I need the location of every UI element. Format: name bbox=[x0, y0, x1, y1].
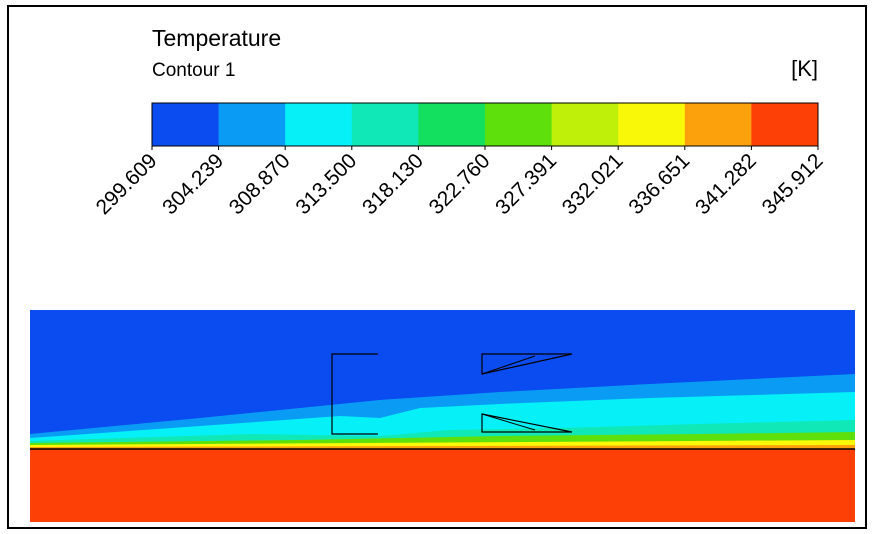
legend-unit: [K] bbox=[791, 56, 818, 81]
legend-title: Temperature bbox=[152, 25, 281, 51]
colorbar-segment bbox=[751, 103, 819, 146]
colorbar-segment bbox=[418, 103, 486, 146]
colorbar-segment bbox=[618, 103, 686, 146]
colorbar-segment bbox=[551, 103, 619, 146]
field-hot bbox=[30, 449, 855, 522]
legend-subtitle: Contour 1 bbox=[152, 60, 235, 81]
geometry bbox=[481, 413, 573, 433]
colorbar-segment bbox=[152, 103, 220, 146]
colorbar-segment bbox=[684, 103, 752, 146]
colorbar bbox=[151, 102, 819, 147]
colorbar-segment bbox=[285, 103, 353, 146]
geometry bbox=[481, 413, 536, 431]
contour-field bbox=[30, 310, 855, 522]
colorbar-segment bbox=[351, 103, 419, 146]
geometry bbox=[481, 353, 573, 375]
geometry bbox=[481, 355, 536, 375]
colorbar-segment bbox=[218, 103, 286, 146]
colorbar-segment bbox=[485, 103, 553, 146]
geometry bbox=[331, 353, 378, 435]
